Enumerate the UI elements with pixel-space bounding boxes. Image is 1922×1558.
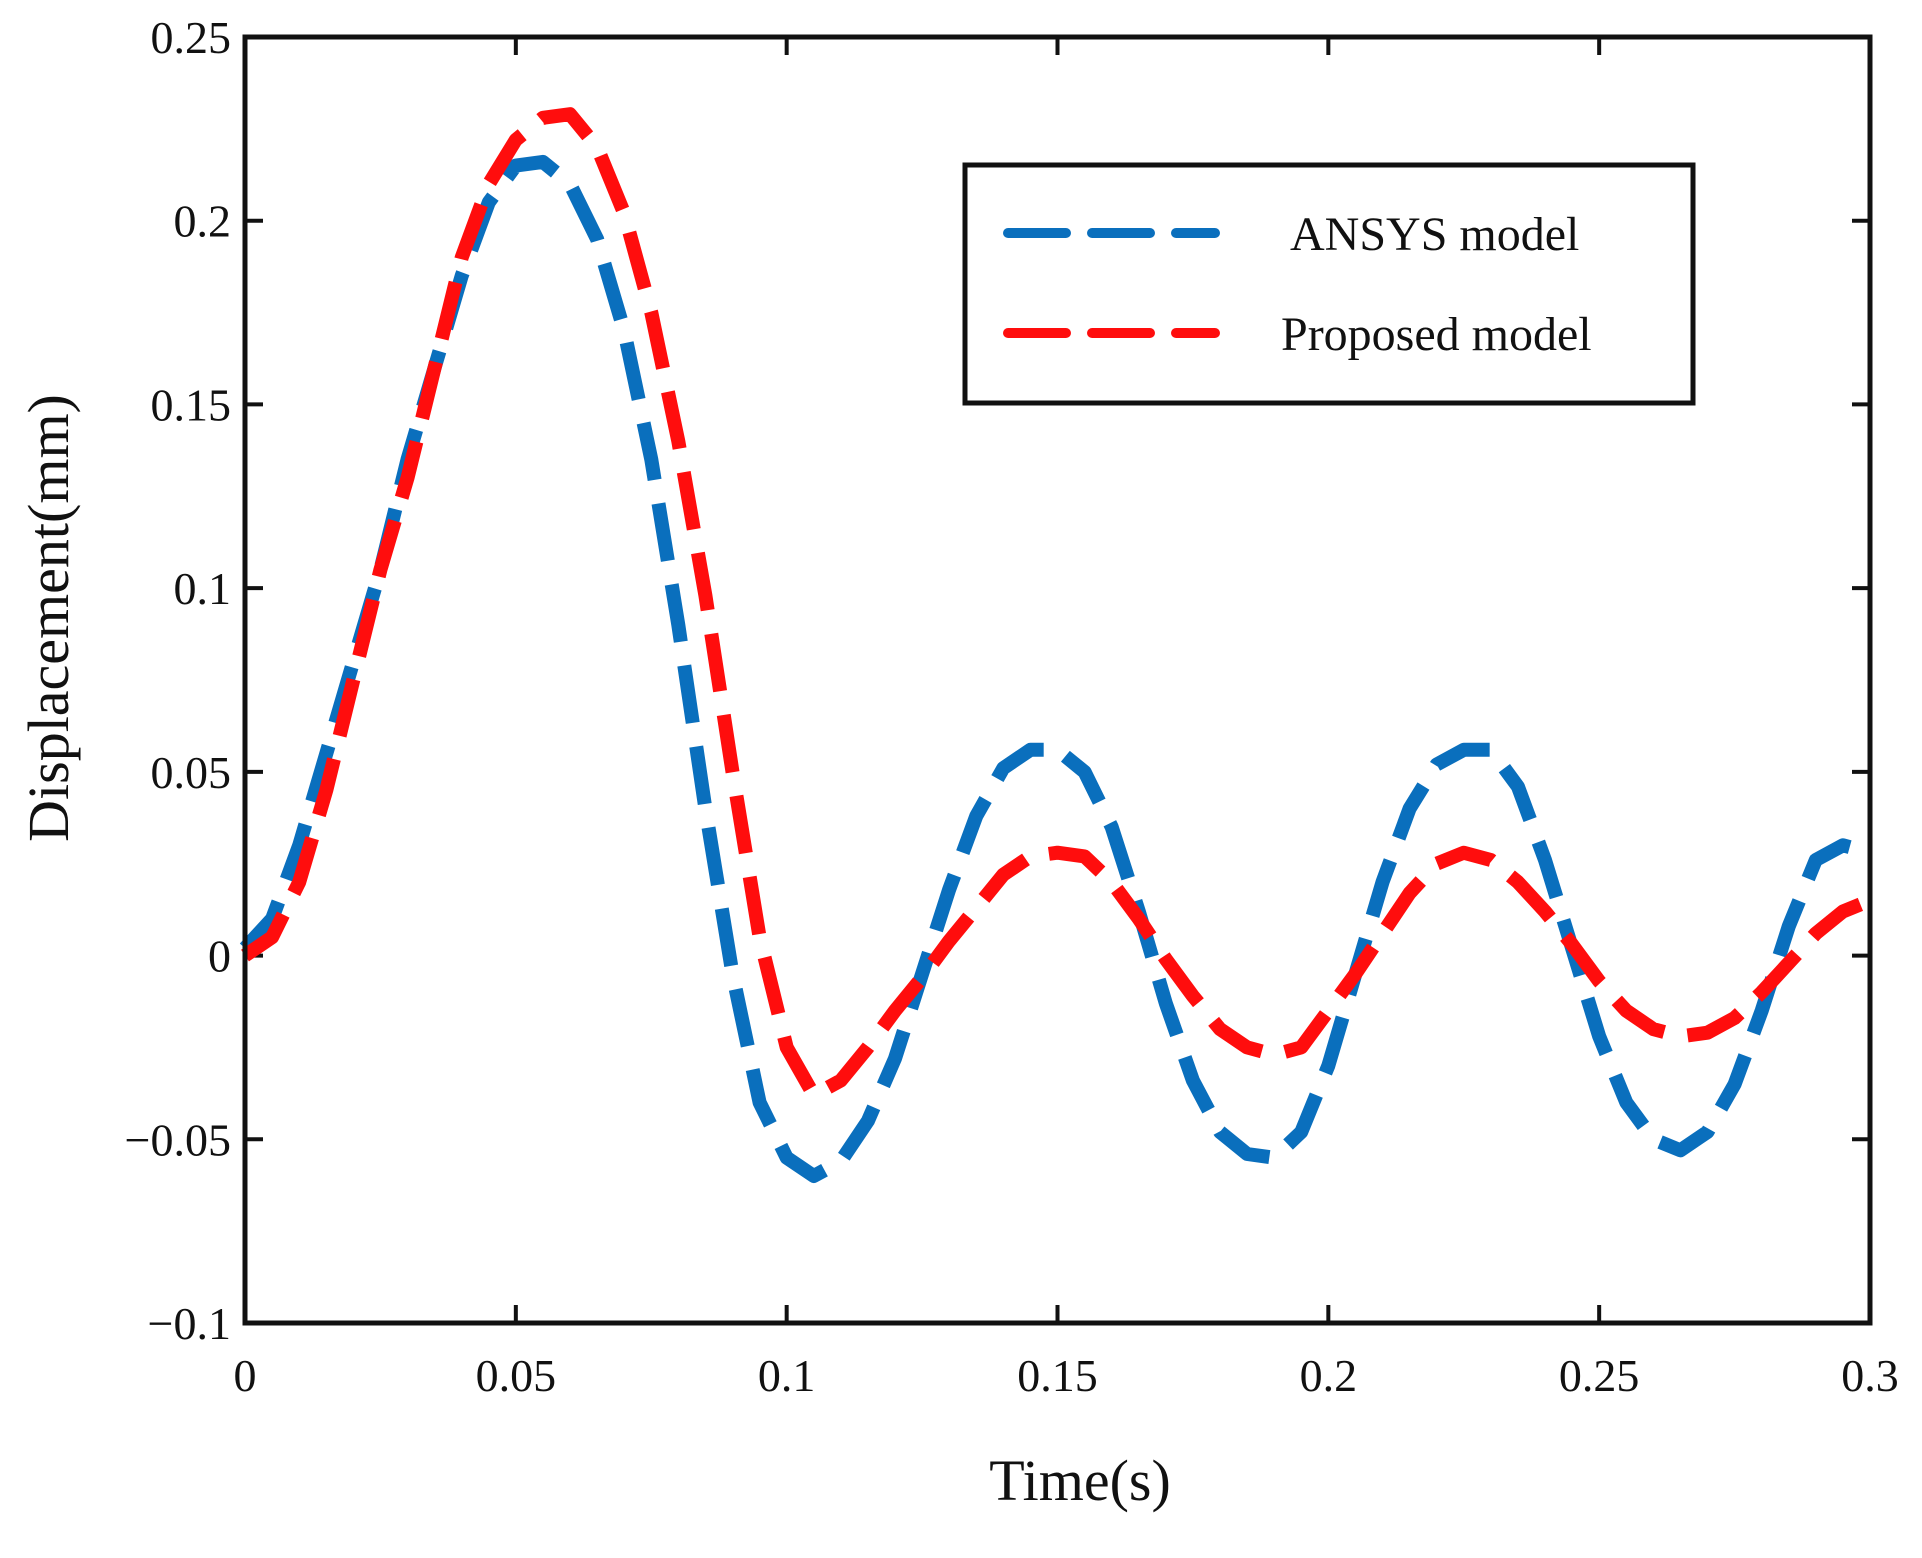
x-tick-label: 0.2	[1300, 1350, 1358, 1401]
x-axis-ticks: 0 0.05 0.1 0.15 0.2 0.25 0.3	[234, 37, 1899, 1401]
x-tick-label: 0	[234, 1350, 257, 1401]
x-tick-label: 0.25	[1559, 1350, 1640, 1401]
legend: ANSYS model Proposed model	[962, 162, 1696, 406]
y-tick-label: 0.15	[151, 379, 232, 430]
series-line-proposed-model	[241, 107, 1873, 1103]
series-layer	[239, 107, 1873, 1183]
y-tick-label: 0	[208, 931, 231, 982]
legend-label-proposed-model: Proposed model	[1281, 308, 1592, 361]
y-tick-label: 0.1	[174, 563, 232, 614]
y-tick-label: 0.05	[151, 747, 232, 798]
y-tick-label: 0.2	[174, 196, 232, 247]
legend-box	[962, 162, 1696, 406]
x-tick-label: 0.3	[1841, 1350, 1899, 1401]
y-axis-title: Displacement(mm)	[16, 394, 81, 842]
y-tick-label: −0.1	[148, 1298, 231, 1349]
y-axis-ticks: −0.1 −0.05 0 0.05 0.1 0.15 0.2 0.25	[125, 12, 1870, 1349]
x-axis-title: Time(s)	[989, 1448, 1171, 1513]
x-tick-label: 0.15	[1017, 1350, 1098, 1401]
series-line-ansys-model	[239, 154, 1872, 1183]
x-tick-label: 0.1	[758, 1350, 816, 1401]
x-tick-label: 0.05	[476, 1350, 557, 1401]
plot-area-frame	[242, 34, 1873, 1326]
legend-label-ansys-model: ANSYS model	[1290, 208, 1579, 261]
y-tick-label: −0.05	[125, 1114, 231, 1165]
y-tick-label: 0.25	[151, 12, 232, 63]
